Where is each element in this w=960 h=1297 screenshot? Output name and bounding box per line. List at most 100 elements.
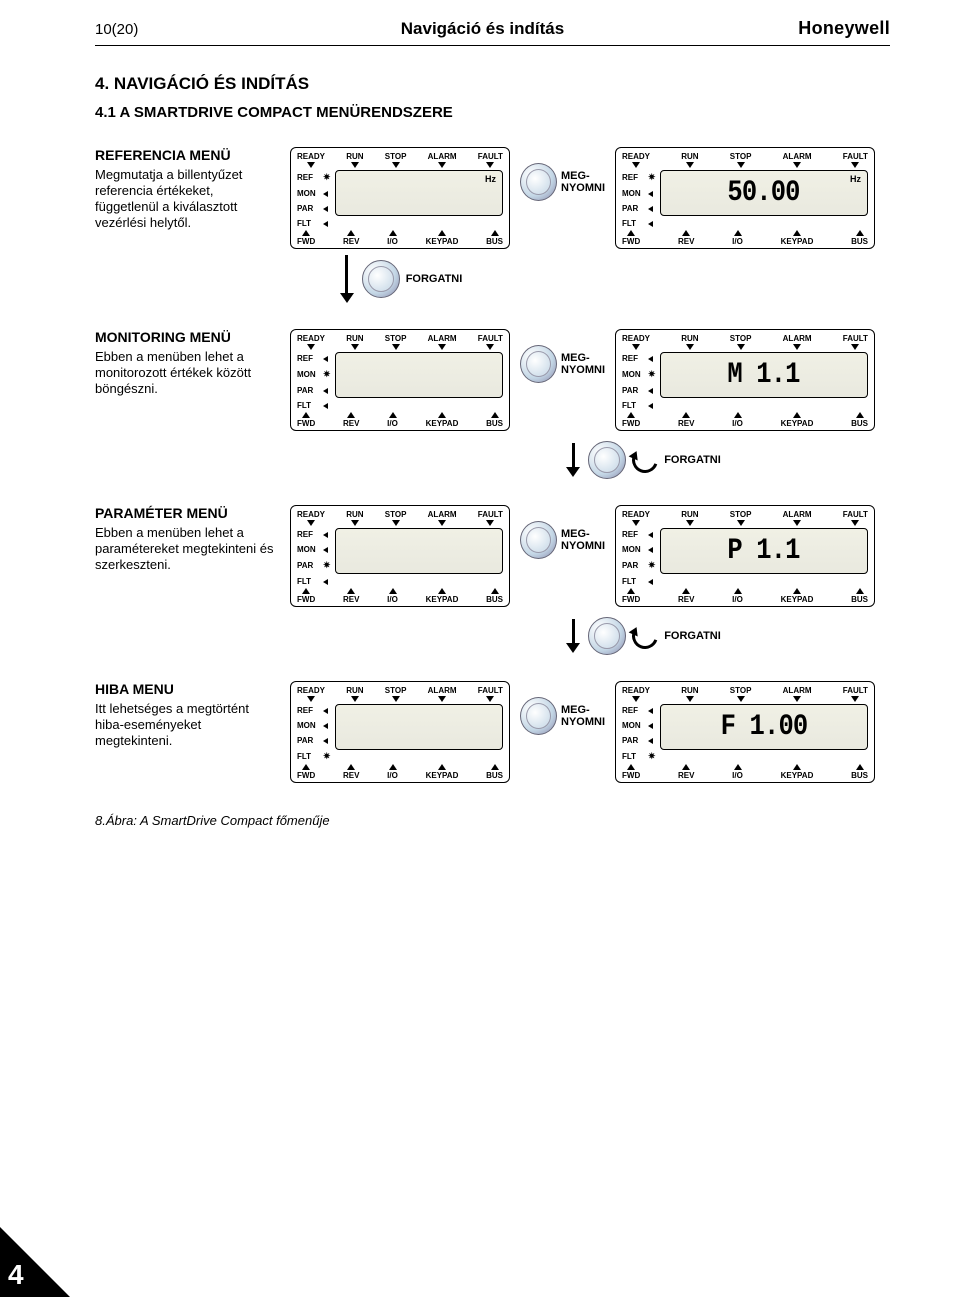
indicator-triangle [491,230,499,236]
press-action-label: MEG-NYOMNI [561,170,605,194]
panel-bottom-label: BUS [851,419,868,428]
indicator-triangle [389,412,397,418]
action-col: MEG-NYOMNI [520,505,605,559]
arrow-down-icon [564,443,582,477]
chapter-number: 4 [8,1259,24,1291]
panel-bottom-label: REV [678,237,694,246]
indicator-triangle [438,696,446,702]
panel-top-label: RUN [346,686,363,695]
lcd-screen: F 1.00 [660,704,868,750]
menu-rows: REFERENCIA MENÜ Megmutatja a billentyűzet… [95,147,890,783]
navigation-wheel-icon [520,163,557,201]
panel-top-label: FAULT [478,152,503,161]
page: 10(20) Navigáció és indítás Honeywell 4.… [0,0,960,1297]
menu-title: REFERENCIA MENÜ [95,147,280,165]
panel-top-label: READY [297,686,325,695]
section-heading-1: 4. NAVIGÁCIÓ ÉS INDÍTÁS [95,74,890,94]
panel-bottom-label: I/O [732,237,743,246]
indicator-triangle [351,162,359,168]
panel-bottom-label: FWD [297,237,315,246]
side-indicator-icon [648,388,653,394]
indicator-triangle [793,162,801,168]
panel-bottom-label: I/O [387,595,398,604]
panel-side-label: REF [622,354,644,363]
panel-bottom-label: BUS [851,595,868,604]
device-panel: READYRUNSTOPALARMFAULTREFMONPARFLT✷F 1.0… [615,681,875,783]
panel-side-label: PAR [622,561,644,570]
panel-top-label: ALARM [783,686,812,695]
header-page-num: 10(20) [95,21,235,38]
panel-bottom-label: BUS [486,771,503,780]
side-indicator-icon [323,738,328,744]
side-indicator-icon [648,738,653,744]
indicator-triangle [851,520,859,526]
navigation-wheel-icon [588,617,626,655]
device-panel: READYRUNSTOPALARMFAULTREF✷MONPARFLTHzFWD… [290,147,510,249]
blink-star-icon: ✷ [648,369,656,380]
panel-bottom-label: FWD [622,419,640,428]
panel-bottom-label: REV [678,419,694,428]
panel-bottom-label: BUS [486,419,503,428]
side-indicator-icon [648,579,653,585]
panel-top-label: FAULT [843,510,868,519]
indicator-triangle [793,588,801,594]
panel-side-label: FLT [297,577,319,586]
panel-bottom-label: FWD [297,771,315,780]
indicator-triangle [851,696,859,702]
indicator-triangle [682,764,690,770]
panel-left-col: READYRUNSTOPALARMFAULTREFMON✷PARFLTFWDRE… [290,329,510,431]
indicator-triangle [392,344,400,350]
indicator-triangle [793,230,801,236]
panel-top-label: RUN [681,334,698,343]
press-action-label: MEG-NYOMNI [561,704,605,728]
panel-side-label: FLT [622,401,644,410]
side-indicator-icon [648,221,653,227]
panel-side-label: PAR [622,736,644,745]
indicator-triangle [627,412,635,418]
panel-top-label: FAULT [843,334,868,343]
panel-top-label: READY [622,510,650,519]
indicator-triangle [737,344,745,350]
indicator-triangle [347,412,355,418]
indicator-triangle [793,696,801,702]
device-panel: READYRUNSTOPALARMFAULTREFMON✷PARFLTFWDRE… [290,329,510,431]
side-indicator-icon [323,221,328,227]
lcd-screen: Hz [335,170,503,216]
menu-desc-text: Megmutatja a billentyűzet referencia ért… [95,167,280,232]
indicator-triangle [438,588,446,594]
panel-bottom-label: I/O [732,771,743,780]
indicator-triangle [491,588,499,594]
indicator-triangle [793,764,801,770]
side-indicator-icon [323,403,328,409]
menu-description: PARAMÉTER MENÜEbben a menüben lehet a pa… [95,505,280,573]
blink-star-icon: ✷ [323,369,331,380]
panel-side-label: FLT [297,219,319,228]
panel-bottom-label: FWD [622,771,640,780]
indicator-triangle [347,588,355,594]
blink-star-icon: ✷ [648,560,656,571]
indicator-triangle [307,696,315,702]
indicator-triangle [438,162,446,168]
indicator-triangle [793,520,801,526]
chapter-corner-tab: 4 [0,1227,70,1297]
menu-desc-text: Ebben a menüben lehet a monitorozott ért… [95,349,280,398]
navigation-wheel-icon [520,697,557,735]
panel-side-label: PAR [297,386,319,395]
panel-top-label: ALARM [783,152,812,161]
panel-side-label: FLT [622,219,644,228]
menu-desc-text: Ebben a menüben lehet a paramétereket me… [95,525,280,574]
menu-title: HIBA MENU [95,681,280,699]
panel-bottom-label: KEYPAD [781,237,814,246]
indicator-triangle [856,764,864,770]
panel-bottom-label: I/O [732,595,743,604]
panel-top-label: ALARM [783,334,812,343]
lcd-readout: 50.00 [728,176,800,210]
panel-top-label: RUN [681,686,698,695]
panel-top-label: FAULT [478,334,503,343]
navigation-wheel-icon [520,521,557,559]
indicator-triangle [389,230,397,236]
side-indicator-icon [648,723,653,729]
panel-side-label: REF [297,530,319,539]
panel-side-label: MON [297,189,319,198]
arrow-down-icon [564,619,582,653]
